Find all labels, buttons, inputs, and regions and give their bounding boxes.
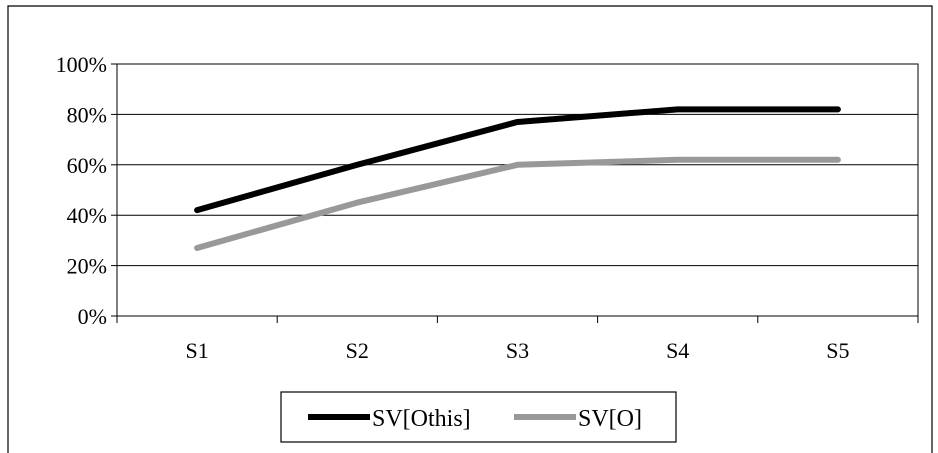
series-line [194, 106, 841, 214]
x-tick-label: S3 [506, 338, 529, 363]
x-tick-label: S4 [666, 338, 689, 363]
legend-box [280, 391, 677, 443]
legend-label-sv-othis: SV[Othis] [372, 406, 471, 432]
x-tick-label: S5 [826, 338, 849, 363]
y-tick-label: 20% [67, 254, 107, 279]
legend-label-sv-o: SV[O] [578, 406, 642, 432]
x-tick-label: S2 [346, 338, 369, 363]
plot-area [116, 63, 919, 317]
chart-border [7, 5, 933, 453]
x-tick-label: S1 [185, 338, 208, 363]
y-tick-label: 0% [78, 304, 107, 329]
series-line [194, 156, 841, 251]
y-axis-ticks: 0% 20% 40% 60% 80% 100% [56, 52, 117, 329]
series-lines [194, 106, 841, 251]
y-tick-label: 80% [67, 102, 107, 127]
y-tick-label: 60% [67, 153, 107, 178]
y-tick-label: 100% [56, 52, 107, 77]
y-tick-label: 40% [67, 203, 107, 228]
x-axis-ticks: S1 S2 S3 S4 S5 [116, 316, 919, 363]
